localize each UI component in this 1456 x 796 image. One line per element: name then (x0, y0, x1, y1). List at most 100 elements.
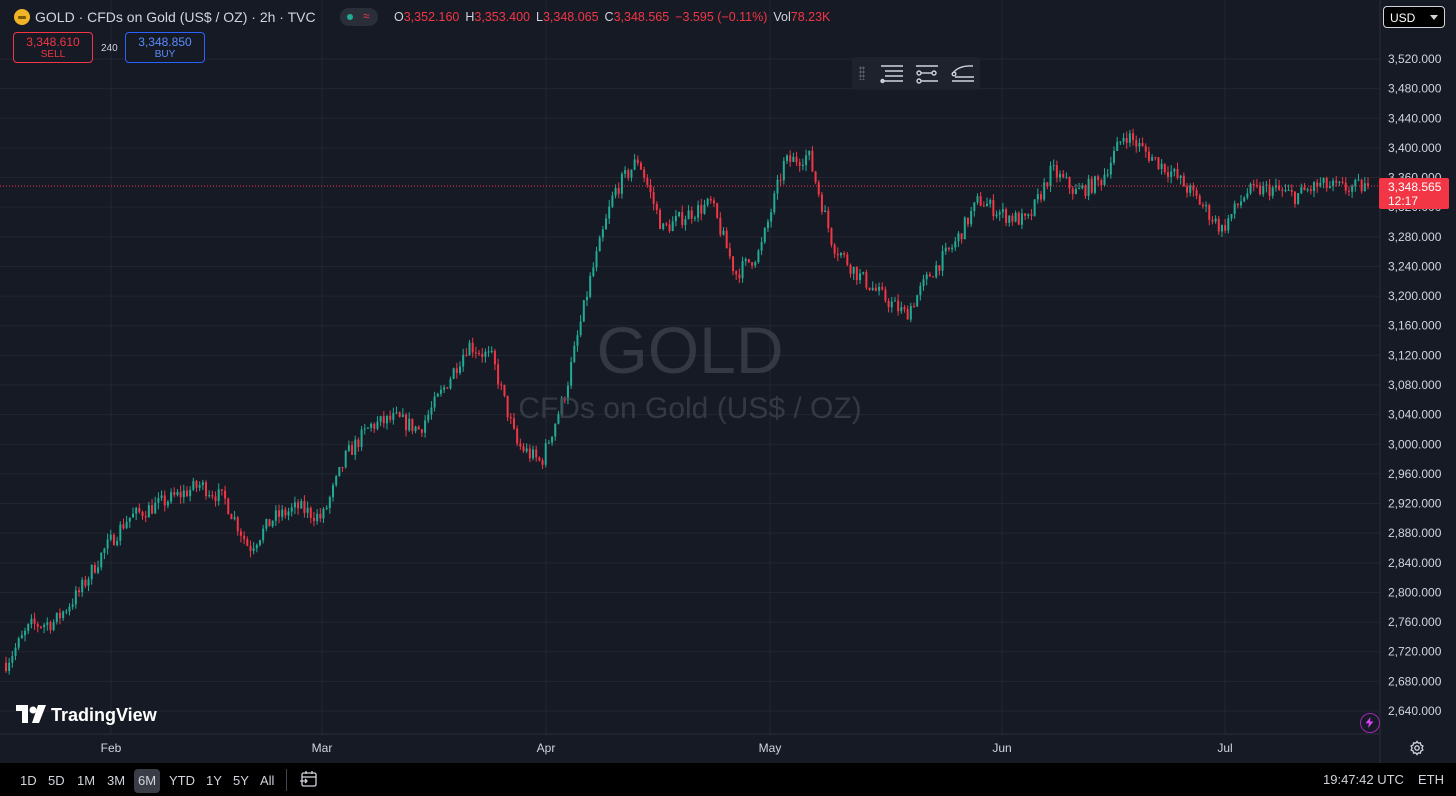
candle-body (1284, 190, 1287, 192)
candle-body (332, 485, 335, 498)
candle-body (205, 482, 208, 497)
range-button-6m[interactable]: 6M (134, 769, 161, 793)
candle-body (125, 521, 128, 529)
buy-button[interactable]: 3,348.850 BUY (125, 32, 205, 63)
candle-body (20, 635, 23, 639)
candle-body (1230, 214, 1233, 219)
candle-body (138, 507, 141, 512)
candle-body (166, 501, 169, 506)
candle-body (709, 198, 712, 201)
candle-body (576, 335, 579, 346)
candle-body (979, 196, 982, 206)
candle-body (1011, 215, 1014, 222)
candle-body (1201, 204, 1204, 207)
floating-drawing-toolbar[interactable] (852, 57, 980, 90)
candle-body (589, 275, 592, 297)
range-button-5y[interactable]: 5Y (233, 773, 249, 788)
curve-lines-icon[interactable] (951, 63, 975, 85)
candle-body (1113, 150, 1116, 163)
candle-body (535, 449, 538, 458)
candle-body (1163, 163, 1166, 173)
candle-body (306, 507, 309, 513)
price-tick-label: 3,280.000 (1388, 230, 1442, 244)
candle-body (128, 517, 131, 522)
candle-body (836, 253, 839, 256)
candle-body (687, 210, 690, 220)
candle-body (160, 495, 163, 499)
indicator-lines-icon[interactable] (915, 63, 939, 85)
price-chart[interactable]: 3,520.0003,480.0003,440.0003,400.0003,36… (0, 0, 1456, 763)
candle-body (484, 351, 487, 357)
session-toggle[interactable]: ETH (1418, 772, 1444, 787)
price-tick-label: 3,120.000 (1388, 348, 1442, 362)
candle-body (116, 540, 119, 546)
candle-body (544, 443, 547, 465)
candle-body (1087, 178, 1090, 196)
gold-symbol-icon[interactable] (14, 9, 30, 25)
price-tick-label: 2,800.000 (1388, 585, 1442, 599)
price-axis[interactable]: 3,520.0003,480.0003,440.0003,400.0003,36… (0, 0, 1442, 763)
candle-body (665, 223, 668, 225)
candle-body (1106, 174, 1109, 176)
candle-body (868, 287, 871, 290)
candle-body (379, 416, 382, 422)
candle-body (97, 567, 100, 573)
drag-handle-icon[interactable] (859, 66, 865, 80)
candle-body (1198, 195, 1201, 205)
candle-body (170, 492, 173, 502)
range-button-ytd[interactable]: YTD (169, 773, 195, 788)
candle-body (265, 519, 268, 529)
range-button-3m[interactable]: 3M (107, 773, 126, 788)
candle-body (33, 618, 36, 624)
utc-clock[interactable]: 19:47:42 UTC (1323, 772, 1404, 787)
candle-body (925, 274, 928, 280)
candle-body (1281, 189, 1284, 191)
price-tick-label: 2,880.000 (1388, 526, 1442, 540)
lines-icon[interactable] (880, 63, 904, 85)
candle-body (185, 490, 188, 497)
currency-select[interactable]: USD (1383, 6, 1445, 28)
candle-body (411, 418, 414, 432)
settings-icon[interactable] (1409, 740, 1425, 756)
range-button-1m[interactable]: 1M (77, 773, 96, 788)
candle-body (1147, 151, 1150, 161)
candle-body (1122, 137, 1125, 142)
candle-body (1214, 218, 1217, 222)
candle-body (246, 539, 249, 546)
candle-body (1322, 178, 1325, 183)
candle-body (935, 265, 938, 278)
candle-body (478, 353, 481, 355)
candle-body (1367, 183, 1369, 187)
market-status-icon[interactable]: ≈ (340, 8, 378, 26)
candle-body (1290, 189, 1293, 192)
candle-body (1068, 177, 1071, 189)
candle-body (14, 647, 17, 656)
range-button-all[interactable]: All (260, 773, 275, 788)
symbol-title[interactable]: GOLD · CFDs on Gold (US$ / OZ) · 2h · TV… (35, 9, 316, 25)
range-button-5d[interactable]: 5D (48, 773, 65, 788)
candle-body (1268, 184, 1271, 196)
range-button-1d[interactable]: 1D (20, 773, 37, 788)
candle-body (995, 214, 998, 217)
candle-body (90, 564, 93, 580)
open-value: 3,352.160 (403, 10, 460, 24)
candle-body (919, 285, 922, 296)
candle-body (617, 188, 620, 194)
candle-body (154, 502, 157, 514)
candle-body (630, 169, 633, 178)
lightning-icon[interactable] (1360, 713, 1380, 733)
candle-body (1265, 184, 1268, 186)
candle-body (1347, 190, 1350, 192)
candle-body (573, 345, 576, 363)
candle-body (408, 418, 411, 431)
candle-body (493, 350, 496, 365)
range-button-1y[interactable]: 1Y (206, 773, 222, 788)
compare-icon[interactable] (299, 770, 319, 788)
sell-button[interactable]: 3,348.610 SELL (13, 32, 93, 63)
candle-body (354, 439, 357, 455)
candle-body (728, 248, 731, 257)
candle-body (1354, 179, 1357, 187)
candle-body (725, 230, 728, 249)
candle-body (1259, 185, 1262, 195)
candle-body (668, 224, 671, 232)
